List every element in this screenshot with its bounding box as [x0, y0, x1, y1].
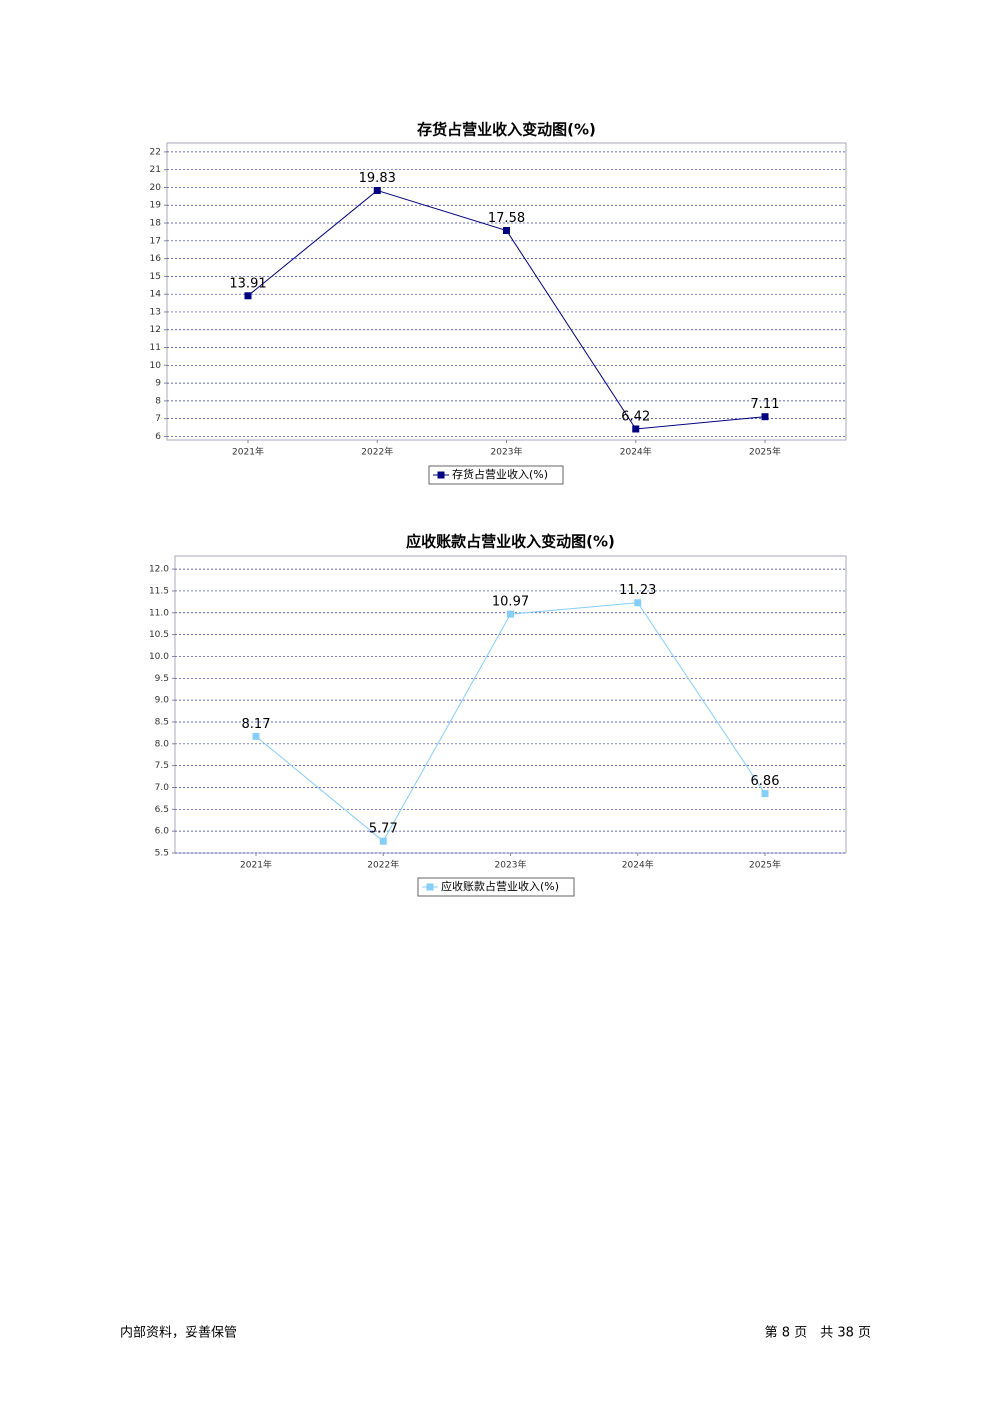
chart-title: 存货占营业收入变动图(%) [417, 121, 596, 139]
legend-label: 存货占营业收入(%) [452, 467, 548, 481]
footer-page: 第 8 页 共 38 页 [765, 1326, 871, 1341]
data-label: 5.77 [369, 822, 398, 837]
y-tick-label: 10 [150, 361, 162, 371]
y-tick-label: 17 [150, 236, 161, 246]
y-tick-label: 18 [150, 219, 162, 229]
data-label: 6.42 [621, 409, 650, 424]
y-tick-label: 12 [150, 325, 161, 335]
legend-marker [426, 883, 434, 891]
data-label: 6.86 [751, 774, 780, 789]
y-tick-label: 6.0 [155, 827, 170, 837]
y-tick-label: 22 [150, 147, 161, 157]
y-tick-label: 14 [150, 290, 162, 300]
y-tick-label: 20 [150, 183, 162, 193]
legend-marker [437, 471, 445, 479]
x-tick-label: 2025年 [749, 446, 781, 458]
data-point [507, 610, 514, 618]
y-tick-label: 13 [150, 307, 161, 317]
legend-label: 应收账款占营业收入(%) [441, 879, 559, 893]
data-point [244, 292, 252, 300]
x-tick-label: 2022年 [367, 859, 399, 871]
data-label: 19.83 [359, 171, 396, 186]
x-tick-label: 2022年 [361, 446, 393, 458]
data-point [379, 837, 387, 845]
data-point [503, 226, 510, 234]
x-tick-label: 2021年 [240, 859, 272, 871]
legend-box [428, 465, 564, 485]
y-tick-label: 10.0 [149, 652, 169, 662]
y-tick-label: 19 [150, 201, 162, 211]
y-tick-label: 10.5 [149, 630, 169, 640]
y-tick-label: 7.5 [155, 761, 169, 771]
data-label: 7.11 [751, 397, 780, 412]
y-tick-label: 6 [155, 432, 161, 442]
y-tick-label: 7.0 [155, 783, 170, 793]
data-label: 8.17 [242, 717, 271, 732]
y-tick-label: 9 [155, 379, 161, 389]
data-point [761, 413, 769, 421]
y-tick-label: 21 [150, 165, 161, 175]
chart-title: 应收账款占营业收入变动图(%) [406, 533, 615, 551]
footer-note: 内部资料，妥善保管 [120, 1325, 237, 1341]
x-tick-label: 2024年 [622, 859, 654, 871]
data-point [373, 186, 381, 194]
y-tick-label: 16 [150, 254, 162, 264]
y-tick-label: 8.5 [155, 717, 169, 727]
y-tick-label: 6.5 [155, 805, 169, 815]
y-tick-label: 8.0 [155, 739, 170, 749]
y-tick-label: 11.5 [149, 586, 169, 596]
y-tick-label: 9.5 [155, 674, 169, 684]
data-label: 17.58 [488, 211, 525, 226]
y-tick-label: 5.5 [155, 849, 169, 859]
y-tick-label: 15 [150, 272, 161, 282]
data-label: 10.97 [492, 595, 529, 610]
x-tick-label: 2023年 [491, 446, 523, 458]
data-point [632, 425, 640, 433]
y-tick-label: 8 [155, 396, 161, 406]
data-point [634, 599, 642, 607]
y-tick-label: 11.0 [149, 608, 169, 618]
y-tick-label: 12.0 [149, 565, 169, 575]
x-tick-label: 2024年 [620, 446, 652, 458]
legend-box [417, 877, 575, 897]
plot-area [166, 142, 847, 441]
data-point [252, 732, 260, 740]
y-tick-label: 9.0 [155, 696, 170, 706]
y-tick-label: 11 [150, 343, 161, 353]
x-tick-label: 2025年 [749, 859, 781, 871]
x-tick-label: 2023年 [495, 859, 527, 871]
y-tick-label: 7 [155, 414, 161, 424]
x-tick-label: 2021年 [232, 446, 264, 458]
data-point [761, 790, 769, 798]
data-label: 11.23 [619, 583, 656, 598]
data-label: 13.91 [229, 276, 266, 291]
